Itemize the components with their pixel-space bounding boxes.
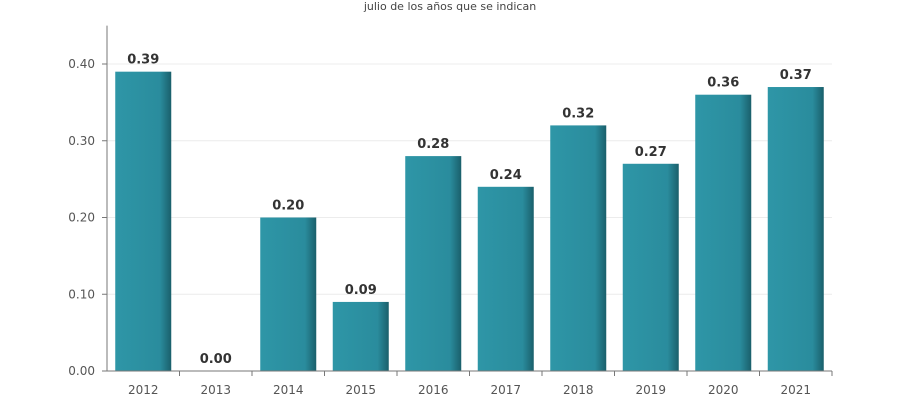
- data-label: 0.32: [562, 106, 594, 121]
- x-tick-label: 2019: [635, 383, 666, 397]
- data-label: 0.09: [345, 283, 377, 298]
- data-label: 0.39: [127, 53, 159, 68]
- x-tick-label: 2013: [200, 383, 231, 397]
- data-label: 0.20: [272, 199, 304, 214]
- data-label: 0.37: [780, 68, 812, 83]
- x-tick-label: 2015: [345, 383, 376, 397]
- x-tick-label: 2020: [708, 383, 739, 397]
- bar: [332, 301, 389, 371]
- x-tick-label: 2016: [418, 383, 449, 397]
- chart-title: julio de los años que se indican: [363, 0, 537, 13]
- x-tick-label: 2012: [128, 383, 159, 397]
- data-label: 0.36: [707, 76, 739, 91]
- bar: [405, 156, 462, 371]
- bar: [477, 186, 534, 371]
- x-tick-label: 2014: [273, 383, 304, 397]
- bar: [260, 217, 317, 371]
- y-tick-label: 0.00: [68, 364, 95, 378]
- y-tick-label: 0.10: [68, 287, 95, 301]
- bar: [695, 94, 752, 371]
- x-tick-label: 2018: [563, 383, 594, 397]
- bar: [550, 125, 607, 372]
- data-label: 0.27: [635, 145, 667, 160]
- bar: [115, 71, 172, 372]
- data-label: 0.28: [417, 137, 449, 152]
- x-tick-label: 2021: [780, 383, 811, 397]
- bar: [622, 163, 679, 371]
- bar: [767, 87, 824, 372]
- data-label: 0.24: [490, 168, 522, 183]
- data-label: 0.00: [200, 352, 232, 367]
- y-tick-label: 0.40: [68, 57, 95, 71]
- x-tick-label: 2017: [490, 383, 521, 397]
- y-tick-label: 0.30: [68, 134, 95, 148]
- y-tick-label: 0.20: [68, 211, 95, 225]
